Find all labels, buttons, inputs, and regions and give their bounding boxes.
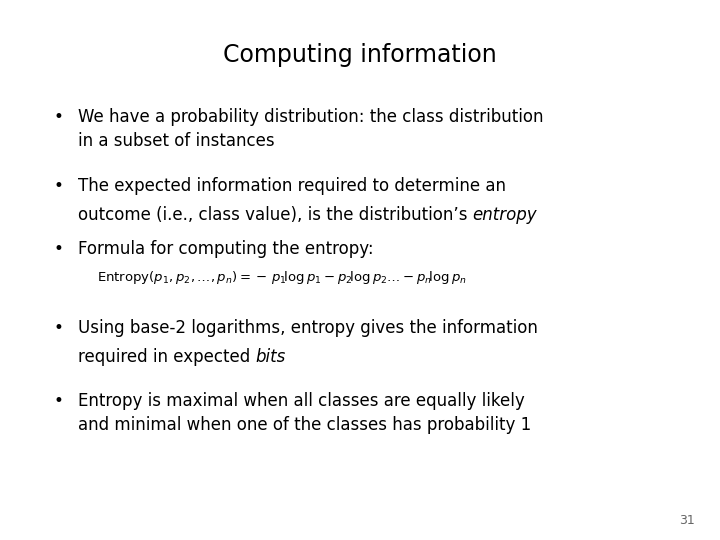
Text: entropy: entropy xyxy=(472,206,537,224)
Text: bits: bits xyxy=(256,348,286,366)
Text: •: • xyxy=(54,108,64,126)
Text: required in expected: required in expected xyxy=(78,348,256,366)
Text: Formula for computing the entropy:: Formula for computing the entropy: xyxy=(78,240,374,258)
Text: •: • xyxy=(54,319,64,336)
Text: 31: 31 xyxy=(679,514,695,526)
Text: Computing information: Computing information xyxy=(223,43,497,67)
Text: $\mathrm{Entropy}(p_1,p_2,\ldots,p_n) = -\,p_1\!\log p_1 - p_2\!\log p_2\ldots -: $\mathrm{Entropy}(p_1,p_2,\ldots,p_n) = … xyxy=(97,269,467,286)
Text: •: • xyxy=(54,392,64,409)
Text: outcome (i.e., class value), is the distribution’s: outcome (i.e., class value), is the dist… xyxy=(78,206,472,224)
Text: •: • xyxy=(54,177,64,195)
Text: The expected information required to determine an: The expected information required to det… xyxy=(78,177,505,195)
Text: •: • xyxy=(54,240,64,258)
Text: Using base-2 logarithms, entropy gives the information: Using base-2 logarithms, entropy gives t… xyxy=(78,319,538,336)
Text: Entropy is maximal when all classes are equally likely
and minimal when one of t: Entropy is maximal when all classes are … xyxy=(78,392,531,434)
Text: We have a probability distribution: the class distribution
in a subset of instan: We have a probability distribution: the … xyxy=(78,108,544,150)
